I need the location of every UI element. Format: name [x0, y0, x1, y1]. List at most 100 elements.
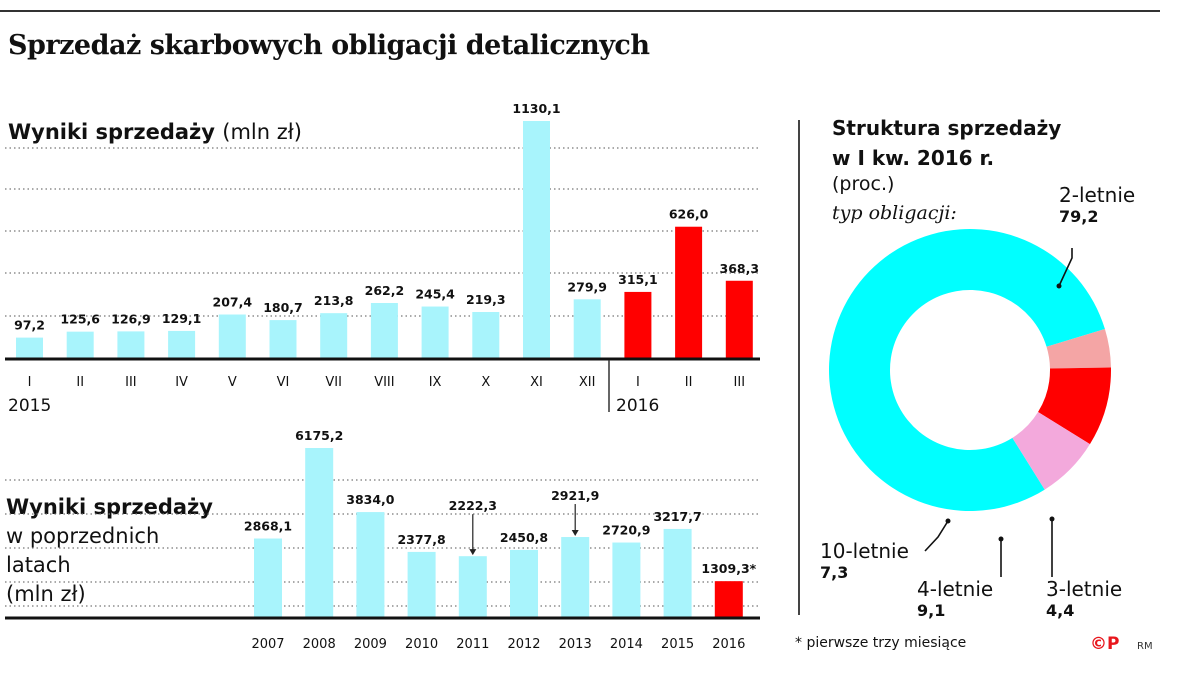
lower-bar-7	[612, 542, 641, 617]
pie-label-10-letnie-value: 7,3	[820, 563, 849, 582]
lower-chart-unit: (mln zł)	[6, 582, 86, 606]
lower-tick-label-9: 2016	[712, 637, 745, 652]
upper-bar-10	[523, 121, 550, 358]
pie-leader-dot-3	[1049, 516, 1055, 522]
upper-value-label-2: 126,9	[111, 311, 151, 326]
lower-tick-label-2: 2009	[354, 637, 387, 652]
pie-label-2-letnie-value: 79,2	[1059, 207, 1099, 226]
lower-chart-subtitle-2: latach	[6, 553, 71, 577]
lower-bar-2	[356, 512, 385, 617]
upper-value-label-10: 1130,1	[512, 101, 560, 116]
upper-value-label-5: 180,7	[263, 300, 303, 315]
lower-value-label-7: 2720,9	[602, 523, 650, 538]
pie-chart-title: Struktura sprzedaży w I kw. 2016 r.	[832, 113, 1061, 173]
pie-slice-1	[1046, 329, 1111, 369]
lower-value-label-3: 2377,8	[397, 532, 445, 547]
upper-chart-title: Wyniki sprzedaży (mln zł)	[8, 120, 302, 144]
upper-bar-7	[370, 303, 398, 358]
lower-value-label-9: 1309,3*	[701, 561, 756, 576]
upper-bar-8	[421, 306, 449, 358]
upper-value-label-14: 368,3	[720, 261, 760, 276]
upper-bar-9	[472, 312, 500, 358]
lower-chart-subtitle-1: w poprzednich	[6, 524, 160, 548]
upper-tick-label-11: XII	[579, 375, 596, 390]
lower-bar-4	[458, 556, 487, 617]
upper-tick-label-3: IV	[175, 375, 188, 390]
upper-value-label-1: 125,6	[60, 312, 100, 327]
upper-value-label-9: 219,3	[466, 292, 506, 307]
upper-chart-title-text: Wyniki sprzedaży	[8, 120, 215, 144]
upper-bar-2	[117, 331, 145, 358]
pie-leader-dot-2	[998, 536, 1004, 542]
upper-bar-13	[675, 226, 703, 358]
upper-value-label-0: 97,2	[14, 318, 45, 333]
pie-label-4-letnie-value: 9,1	[917, 601, 946, 620]
lower-bar-8	[663, 528, 692, 617]
upper-tick-label-13: II	[685, 375, 693, 390]
pie-type-label: typ obligacji:	[832, 202, 957, 224]
lower-value-label-4: 2222,3	[449, 498, 497, 513]
pie-leader-dot-0	[1056, 283, 1062, 289]
pie-slice-2	[1038, 367, 1112, 445]
page-title: Sprzedaż skarbowych obligacji detaliczny…	[8, 30, 650, 61]
pie-leader-2-letnie	[1058, 248, 1073, 287]
lower-bar-1	[305, 448, 334, 617]
publisher-logo: ©P	[1090, 634, 1120, 654]
pie-label-3-letnie-name: 3-letnie	[1046, 577, 1123, 601]
upper-tick-label-10: XI	[530, 375, 543, 390]
lower-bar-6	[561, 537, 590, 617]
upper-bar-0	[16, 337, 43, 358]
upper-bar-4	[218, 314, 246, 358]
vertical-divider	[798, 120, 800, 615]
pie-label-2-letnie-name: 2-letnie	[1059, 183, 1136, 207]
lower-chart-title-text: Wyniki sprzedaży	[6, 495, 213, 519]
pie-slice-0	[829, 228, 1105, 511]
pie-label-3-letnie: 3-letnie 4,4	[1046, 578, 1122, 622]
lower-tick-label-4: 2011	[456, 637, 489, 652]
pie-leader-10-letnie	[924, 520, 949, 552]
upper-value-label-4: 207,4	[213, 295, 253, 310]
upper-bar-3	[168, 330, 196, 358]
pie-label-10-letnie-name: 10-letnie	[820, 539, 909, 563]
top-rule	[0, 10, 1160, 12]
lower-tick-label-7: 2014	[610, 637, 643, 652]
lower-bar-5	[510, 549, 538, 617]
lower-value-label-8: 3217,7	[653, 509, 701, 524]
upper-bar-14	[725, 280, 753, 358]
lower-tick-label-5: 2012	[507, 637, 540, 652]
pie-label-2-letnie: 2-letnie 79,2	[1059, 184, 1135, 228]
lower-value-label-6: 2921,9	[551, 488, 599, 503]
upper-value-label-8: 245,4	[415, 287, 455, 302]
year-label-2015: 2015	[8, 396, 51, 416]
pie-label-10-letnie: 10-letnie 7,3	[820, 540, 909, 584]
upper-tick-label-8: IX	[429, 375, 442, 390]
upper-tick-label-12: I	[636, 375, 640, 390]
pie-leader-dot-1	[945, 518, 951, 524]
upper-bar-12	[624, 291, 652, 358]
upper-tick-label-2: III	[125, 375, 137, 390]
upper-tick-label-9: X	[481, 375, 490, 390]
upper-tick-label-5: VI	[277, 375, 290, 390]
lower-value-label-2: 3834,0	[346, 492, 395, 507]
lower-bar-3	[407, 551, 436, 617]
upper-value-label-13: 626,0	[669, 207, 709, 222]
upper-value-label-12: 315,1	[618, 272, 658, 287]
upper-bar-6	[320, 313, 348, 358]
upper-value-label-3: 129,1	[162, 311, 202, 326]
upper-chart-unit: (mln zł)	[222, 120, 302, 144]
lower-tick-label-8: 2015	[661, 637, 694, 652]
pie-label-3-letnie-value: 4,4	[1046, 601, 1075, 620]
lower-leader-arrow-6	[571, 530, 579, 537]
upper-tick-label-14: III	[734, 375, 746, 390]
lower-bar-0	[254, 538, 282, 617]
lower-value-label-1: 6175,2	[295, 428, 343, 443]
lower-bar-9	[714, 581, 743, 617]
footnote: * pierwsze trzy miesiące	[795, 635, 967, 651]
upper-value-label-6: 213,8	[314, 293, 354, 308]
author-initials: RM	[1137, 641, 1153, 652]
pie-title-line2: w I kw. 2016 r.	[832, 146, 995, 170]
pie-label-4-letnie-name: 4-letnie	[917, 577, 994, 601]
lower-tick-label-1: 2008	[303, 637, 336, 652]
